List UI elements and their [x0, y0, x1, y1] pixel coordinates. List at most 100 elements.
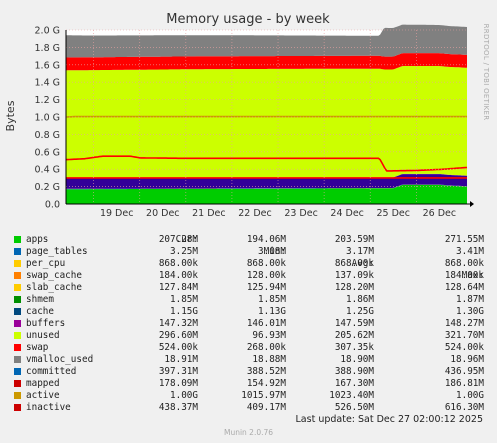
y-tick-label: 0.6 G: [35, 147, 61, 158]
area-cache: [66, 66, 467, 179]
legend-min: 125.94M: [246, 282, 286, 293]
legend-swatch-icon: [14, 368, 21, 375]
legend-max: 868.00k: [444, 258, 484, 269]
legend-avg: 1.86M: [346, 294, 374, 305]
legend-cur: 207.28M: [158, 234, 198, 245]
legend-swatch-icon: [14, 260, 21, 267]
legend-cur: 1.85M: [170, 294, 198, 305]
legend-max: 1.00G: [456, 390, 484, 401]
legend-min: 868.00k: [246, 258, 286, 269]
legend-avg: 526.50M: [334, 402, 374, 413]
legend-cur: 127.84M: [158, 282, 198, 293]
legend-row-slab_cache: slab_cache 127.84M 125.94M 128.20M 128.64M: [12, 282, 492, 294]
chart-title: Memory usage - by week: [166, 12, 330, 27]
header-avg: Avg:: [351, 258, 374, 269]
legend-name: page_tables: [26, 246, 88, 257]
y-tick-label: 1.2 G: [35, 95, 61, 106]
y-tick-label: 1.4 G: [35, 78, 61, 89]
legend-name: mapped: [26, 378, 60, 389]
legend-min: 154.92M: [246, 378, 286, 389]
legend-name: slab_cache: [26, 282, 82, 293]
legend-name: apps: [26, 234, 49, 245]
legend-min: 388.52M: [246, 366, 286, 377]
legend-avg: 128.20M: [334, 282, 374, 293]
x-axis-arrow-icon: [470, 201, 474, 207]
y-tick-label: 0.8 G: [35, 130, 61, 141]
legend-row-vmalloc_used: vmalloc_used 18.91M 18.88M 18.90M 18.96M: [12, 354, 492, 366]
legend-swatch-icon: [14, 308, 21, 315]
legend-cur: 1.15G: [170, 306, 198, 317]
stacked-areas: [66, 24, 467, 204]
legend-cur: 18.91M: [164, 354, 198, 365]
y-tick-label: 2.0 G: [35, 26, 61, 37]
legend-swatch-icon: [14, 320, 21, 327]
legend-avg: 167.30M: [334, 378, 374, 389]
legend-swatch-icon: [14, 344, 21, 351]
x-tick-label: 19 Dec: [100, 208, 134, 219]
legend-avg: 1023.40M: [329, 390, 374, 401]
legend-max: 1.30G: [456, 306, 484, 317]
legend-name: per_cpu: [26, 258, 66, 269]
legend-cur: 184.00k: [158, 270, 198, 281]
legend-name: inactive: [26, 402, 71, 413]
legend-min: 409.17M: [246, 402, 286, 413]
x-tick-label: 21 Dec: [192, 208, 226, 219]
y-tick-label: 0.4 G: [35, 165, 61, 176]
legend-cur: 438.37M: [158, 402, 198, 413]
legend-name: vmalloc_used: [26, 354, 94, 365]
rrdtool-credit: RRDTOOL / TOBI OETIKER: [482, 24, 490, 121]
legend-swatch-icon: [14, 272, 21, 279]
legend-swatch-icon: [14, 248, 21, 255]
legend-max: 3.41M: [456, 246, 484, 257]
legend-min: 268.00k: [246, 342, 286, 353]
legend-swatch-icon: [14, 332, 21, 339]
legend-cur: 296.60M: [158, 330, 198, 341]
legend-avg: 3.17M: [346, 246, 374, 257]
y-axis-label: Bytes: [4, 100, 17, 131]
legend-row-apps: apps 207.28M 194.06M 203.59M 271.55M: [12, 234, 492, 246]
legend-max: 1.87M: [456, 294, 484, 305]
x-tick-label: 23 Dec: [284, 208, 318, 219]
legend-min: 1015.97M: [241, 390, 286, 401]
grid: [66, 29, 467, 204]
legend-min: 1.85M: [258, 294, 286, 305]
legend-name: committed: [26, 366, 77, 377]
last-update: Last update: Sat Dec 27 02:00:12 2025: [295, 414, 483, 425]
legend-rows: apps 207.28M 194.06M 203.59M 271.55M page_tab…: [12, 234, 492, 414]
legend-cur: 147.32M: [158, 318, 198, 329]
legend-min: 18.88M: [252, 354, 286, 365]
legend-cur: 868.00k: [158, 258, 198, 269]
legend-row-shmem: shmem 1.85M 1.85M 1.86M 1.87M: [12, 294, 492, 306]
area-buffers: [66, 53, 467, 71]
legend-name: active: [26, 390, 60, 401]
legend-row-unused: unused 296.60M 96.93M 205.62M 321.70M: [12, 330, 492, 342]
legend-swatch-icon: [14, 404, 21, 411]
legend-cur: 397.31M: [158, 366, 198, 377]
legend-name: cache: [26, 306, 54, 317]
legend-row-swap_cache: swap_cache 184.00k 128.00k 137.09k 184.00k: [12, 270, 492, 282]
y-tick-label: 1.8 G: [35, 43, 61, 54]
x-tick-label: 22 Dec: [238, 208, 272, 219]
legend-min: 1.13G: [258, 306, 286, 317]
legend-max: 524.00k: [444, 342, 484, 353]
legend-cur: 1.00G: [170, 390, 198, 401]
memory-chart: Memory usage - by week Bytes RRDTOOL / T…: [4, 12, 490, 219]
munin-version: Munin 2.0.76: [223, 428, 274, 437]
x-tick-label: 26 Dec: [423, 208, 457, 219]
legend-avg: 203.59M: [334, 234, 374, 245]
legend-row-mapped: mapped 178.09M 154.92M 167.30M 186.81M: [12, 378, 492, 390]
legend-max: 184.00k: [444, 270, 484, 281]
y-tick-label: 0.2 G: [35, 182, 61, 193]
legend-name: unused: [26, 330, 60, 341]
legend-row-active: active 1.00G 1015.97M 1023.40M 1.00G: [12, 390, 492, 402]
x-tick-label: 25 Dec: [377, 208, 411, 219]
header-min: Min:: [263, 246, 286, 257]
legend-cur: 524.00k: [158, 342, 198, 353]
legend-swatch-icon: [14, 296, 21, 303]
x-ticks: 19 Dec 20 Dec 21 Dec 22 Dec 23 Dec 24 Dec 25 D…: [100, 208, 456, 219]
header-cur: Cur:: [175, 234, 198, 245]
legend-avg: 205.62M: [334, 330, 374, 341]
line-swap: [66, 155, 468, 172]
y-tick-label: 0.0: [45, 200, 60, 211]
legend-swatch-icon: [14, 284, 21, 291]
